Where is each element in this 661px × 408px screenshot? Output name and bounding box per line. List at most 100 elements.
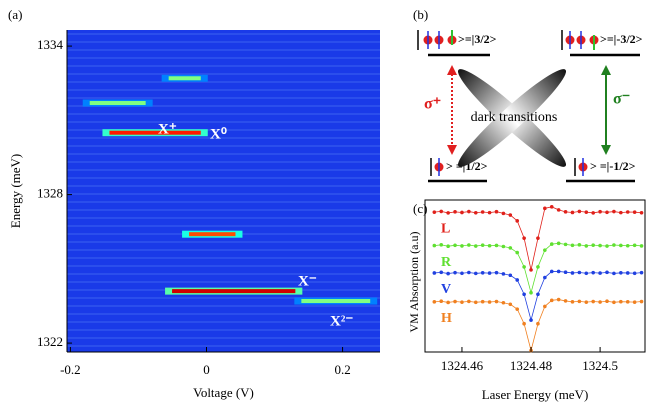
streak: [168, 76, 201, 81]
data-point: [508, 246, 513, 250]
data-point: [632, 210, 637, 214]
data-point: [467, 243, 471, 247]
data-point: [460, 210, 464, 215]
state-icon: [574, 158, 588, 176]
data-point: [494, 209, 499, 214]
data-point: [446, 271, 450, 276]
data-point: [473, 244, 478, 248]
data-point: [494, 270, 499, 275]
diagram: (b) >=|3/2> >=|-3/2> > =|1/2> > =|-1/2>: [413, 7, 643, 183]
data-point: [563, 299, 568, 303]
data-point: [563, 242, 568, 247]
data-point: [536, 265, 540, 269]
y-axis-label: VM Absorption (a.u): [407, 232, 421, 333]
panel-label: (b): [413, 7, 428, 22]
x-tick-label: 0: [203, 362, 210, 377]
data-point: [577, 209, 582, 214]
data-point: [619, 271, 623, 275]
x-axis-label: Laser Energy (meV): [482, 387, 589, 402]
data-point: [453, 270, 457, 275]
data-point: [432, 243, 437, 248]
data-point: [612, 243, 616, 247]
data-point: [639, 299, 644, 304]
data-point: [494, 243, 499, 248]
data-point: [598, 271, 602, 275]
x-tick-label: 0.2: [334, 362, 350, 377]
data-point: [432, 300, 437, 304]
data-point: [501, 300, 506, 305]
data-point: [543, 248, 547, 252]
x-tick-label: 1324.5: [582, 358, 618, 373]
data-point: [598, 209, 602, 214]
data-point: [432, 210, 437, 214]
data-point: [487, 271, 492, 275]
data-point: [605, 270, 609, 275]
data-point: [453, 210, 457, 214]
data-point: [598, 300, 602, 304]
y-axis-label: Energy (meV): [8, 154, 23, 228]
data-point: [591, 299, 595, 304]
data-point: [522, 321, 526, 326]
data-point: [570, 210, 575, 215]
data-point: [439, 243, 444, 247]
data-point: [577, 299, 582, 304]
data-point: [639, 244, 644, 248]
data-point: [439, 299, 444, 304]
data-point: [529, 290, 533, 295]
data-point: [460, 244, 464, 248]
x-tick-label: 1324.46: [441, 358, 484, 373]
data-point: [501, 244, 506, 249]
data-point: [570, 271, 575, 275]
data-point: [460, 271, 464, 276]
data-point: [543, 304, 547, 309]
data-point: [625, 210, 630, 214]
sigma-minus: σ⁻: [613, 91, 630, 108]
data-point: [467, 209, 471, 214]
data-point: [612, 300, 616, 305]
x-tick-label: -0.2: [60, 362, 81, 377]
data-point: [549, 242, 554, 246]
data-point: [584, 210, 589, 214]
data-point: [612, 271, 616, 276]
legend-label: H: [441, 311, 452, 326]
panel-label: (c): [413, 201, 427, 216]
data-point: [453, 243, 457, 248]
data-point: [543, 206, 547, 211]
data-point: [612, 209, 616, 214]
data-point: [473, 300, 478, 305]
data-point: [529, 318, 533, 322]
panel-label: (a): [8, 7, 22, 22]
data-point: [536, 321, 540, 326]
data-point: [536, 292, 540, 297]
data-point: [591, 211, 595, 215]
data-point: [605, 299, 609, 304]
data-point: [501, 272, 506, 276]
data-point: [446, 300, 450, 305]
data-point: [577, 243, 582, 247]
data-point: [522, 265, 526, 269]
data-point: [480, 299, 485, 304]
data-point: [487, 243, 492, 248]
data-point: [508, 273, 513, 278]
state-label: > =|1/2>: [446, 159, 488, 173]
x-tick-label: 1324.48: [510, 358, 552, 373]
peak-label: X⁻: [298, 273, 317, 289]
streak: [109, 130, 201, 135]
data-point: [625, 271, 630, 275]
data-point: [570, 300, 575, 304]
data-point: [619, 299, 623, 304]
legend-label: R: [441, 255, 452, 270]
data-point: [598, 243, 602, 248]
data-point: [632, 243, 637, 248]
y-tick-label: 1322: [37, 334, 63, 349]
data-point: [584, 271, 589, 276]
plot-frame: [424, 199, 646, 353]
legend-label: L: [441, 221, 450, 236]
data-point: [460, 300, 464, 304]
data-point: [577, 270, 582, 275]
state-icon: [417, 30, 457, 50]
data-point: [480, 243, 485, 247]
data-point: [529, 268, 533, 272]
streak: [189, 232, 236, 237]
data-point: [605, 210, 609, 215]
